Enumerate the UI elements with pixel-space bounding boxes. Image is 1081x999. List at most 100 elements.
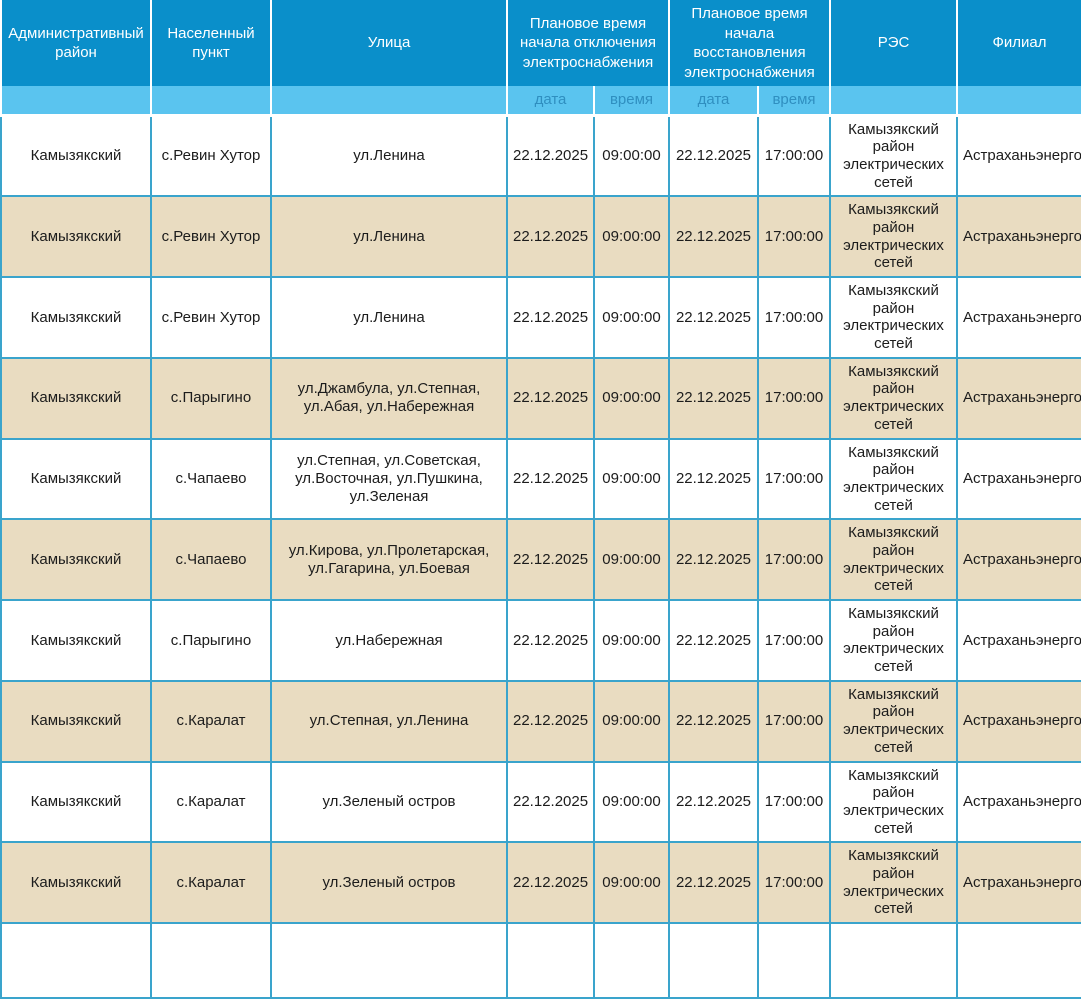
cell-branch: Астраханьэнерго [956, 679, 1081, 763]
cell-outage-time: 09:00:00 [593, 356, 670, 440]
cell-street: ул.Ленина [270, 195, 508, 278]
cell-street: ул.Степная, ул.Ленина [270, 679, 508, 763]
table-row: Камызякский с.Парыгино ул.Набережная 22.12.… [0, 599, 1081, 682]
cell-settlement: с.Каралат [150, 679, 272, 763]
cell-outage-date: 22.12.2025 [506, 437, 595, 521]
subheader-restore-date: дата [668, 86, 759, 117]
cell-settlement: с.Ревин Хутор [150, 195, 272, 278]
subheader-empty-district [0, 86, 152, 117]
header-row: Административный район Населенный пункт … [0, 0, 1081, 86]
cell-district: Камызякский [0, 356, 152, 440]
cell-outage-date: 22.12.2025 [506, 356, 595, 440]
subheader-outage-date: дата [506, 86, 595, 117]
subheader-empty-res [829, 86, 958, 117]
cell-restore-date: 22.12.2025 [668, 113, 759, 198]
cell-settlement: с.Ревин Хутор [150, 276, 272, 359]
cell-outage-time: 09:00:00 [593, 276, 670, 359]
cell-street: ул.Степная, ул.Советская, ул.Восточная, … [270, 437, 508, 521]
cell-district: Камызякский [0, 599, 152, 682]
cell-restore-time: 17:00:00 [757, 599, 831, 682]
subheader-empty-settlement [150, 86, 272, 117]
col-header-restore-start: Плановое время начала восстановления эле… [668, 0, 831, 86]
cell-street: ул.Джамбула, ул.Степная, ул.Абая, ул.Наб… [270, 356, 508, 440]
cell-outage-time: 09:00:00 [593, 518, 670, 601]
cell-settlement [150, 922, 272, 999]
cell-branch: Астраханьэнерго [956, 518, 1081, 601]
cell-restore-date: 22.12.2025 [668, 599, 759, 682]
col-header-settlement: Населенный пункт [150, 0, 272, 86]
cell-restore-date [668, 922, 759, 999]
cell-outage-time: 09:00:00 [593, 599, 670, 682]
cell-restore-date: 22.12.2025 [668, 841, 759, 924]
table-row-partial [0, 922, 1081, 999]
cell-branch: Астраханьэнерго [956, 437, 1081, 521]
cell-res: Камызякский район электрических сетей [829, 679, 958, 763]
cell-restore-date: 22.12.2025 [668, 356, 759, 440]
cell-outage-time: 09:00:00 [593, 437, 670, 521]
cell-restore-time [757, 922, 831, 999]
cell-settlement: с.Каралат [150, 760, 272, 844]
table-body: Камызякский с.Ревин Хутор ул.Ленина 22.12.2… [0, 113, 1081, 999]
cell-district: Камызякский [0, 437, 152, 521]
table-row: Камызякский с.Ревин Хутор ул.Ленина 22.12.2… [0, 113, 1081, 198]
cell-settlement: с.Чапаево [150, 437, 272, 521]
cell-outage-time: 09:00:00 [593, 195, 670, 278]
col-header-branch: Филиал [956, 0, 1081, 86]
subheader-empty-branch [956, 86, 1081, 117]
cell-restore-date: 22.12.2025 [668, 760, 759, 844]
cell-outage-time: 09:00:00 [593, 841, 670, 924]
cell-outage-date: 22.12.2025 [506, 518, 595, 601]
cell-district: Камызякский [0, 841, 152, 924]
cell-outage-time: 09:00:00 [593, 760, 670, 844]
subheader-row: дата время дата время [0, 86, 1081, 117]
cell-res: Камызякский район электрических сетей [829, 841, 958, 924]
cell-res: Камызякский район электрических сетей [829, 276, 958, 359]
cell-district: Камызякский [0, 195, 152, 278]
subheader-empty-street [270, 86, 508, 117]
cell-res: Камызякский район электрических сетей [829, 518, 958, 601]
cell-outage-date: 22.12.2025 [506, 195, 595, 278]
cell-res: Камызякский район электрических сетей [829, 356, 958, 440]
cell-res: Камызякский район электрических сетей [829, 599, 958, 682]
cell-branch: Астраханьэнерго [956, 760, 1081, 844]
col-header-outage-start: Плановое время начала отключения электро… [506, 0, 670, 86]
cell-res: Камызякский район электрических сетей [829, 195, 958, 278]
cell-restore-date: 22.12.2025 [668, 195, 759, 278]
table-row: Камызякский с.Каралат ул.Зеленый остров 22.… [0, 841, 1081, 924]
cell-restore-time: 17:00:00 [757, 437, 831, 521]
cell-branch [956, 922, 1081, 999]
col-header-district: Административный район [0, 0, 152, 86]
cell-restore-time: 17:00:00 [757, 760, 831, 844]
cell-street: ул.Набережная [270, 599, 508, 682]
cell-outage-date [506, 922, 595, 999]
cell-outage-time: 09:00:00 [593, 113, 670, 198]
cell-outage-date: 22.12.2025 [506, 760, 595, 844]
cell-settlement: с.Парыгино [150, 356, 272, 440]
cell-outage-time: 09:00:00 [593, 679, 670, 763]
cell-outage-date: 22.12.2025 [506, 599, 595, 682]
subheader-restore-time: время [757, 86, 831, 117]
cell-branch: Астраханьэнерго [956, 276, 1081, 359]
cell-res: Камызякский район электрических сетей [829, 437, 958, 521]
cell-street: ул.Кирова, ул.Пролетарская, ул.Гагарина,… [270, 518, 508, 601]
cell-branch: Астраханьэнерго [956, 841, 1081, 924]
table-row: Камызякский с.Ревин Хутор ул.Ленина 22.12.2… [0, 195, 1081, 278]
table-row: Камызякский с.Чапаево ул.Кирова, ул.Пролет… [0, 518, 1081, 601]
cell-restore-time: 17:00:00 [757, 841, 831, 924]
cell-district: Камызякский [0, 113, 152, 198]
cell-branch: Астраханьэнерго [956, 599, 1081, 682]
col-header-street: Улица [270, 0, 508, 86]
cell-branch: Астраханьэнерго [956, 356, 1081, 440]
cell-res: Камызякский район электрических сетей [829, 113, 958, 198]
cell-street: ул.Зеленый остров [270, 841, 508, 924]
cell-street [270, 922, 508, 999]
cell-restore-time: 17:00:00 [757, 679, 831, 763]
cell-restore-date: 22.12.2025 [668, 437, 759, 521]
table-row: Камызякский с.Каралат ул.Зеленый остров 22.… [0, 760, 1081, 844]
cell-restore-time: 17:00:00 [757, 518, 831, 601]
col-header-res: РЭС [829, 0, 958, 86]
cell-res [829, 922, 958, 999]
cell-outage-date: 22.12.2025 [506, 113, 595, 198]
cell-district: Камызякский [0, 276, 152, 359]
